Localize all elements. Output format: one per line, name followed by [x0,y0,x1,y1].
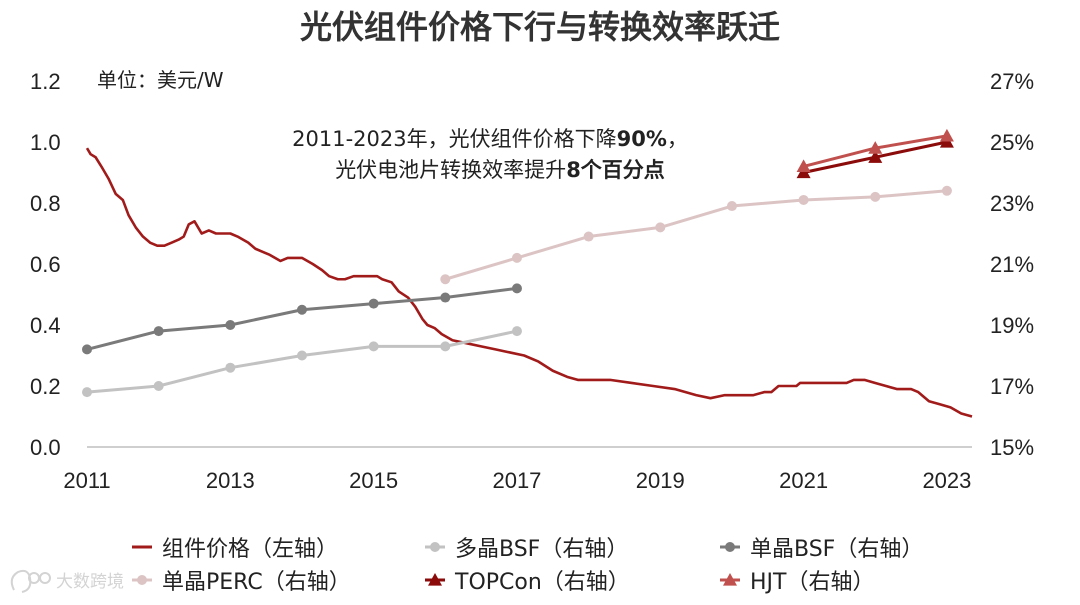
series-单晶bsf [82,283,522,355]
left-tick-label: 1.2 [30,69,61,94]
annotation-line-2: 光伏电池片转换效率提升8个百分点 [335,158,665,182]
annotation-line-1: 2011-2023年，光伏组件价格下降90%， [292,127,688,151]
data-point [82,387,92,398]
legend-marker [137,575,147,585]
data-point [82,344,92,355]
legend-label: HJT（右轴） [750,570,874,595]
data-point [368,341,379,352]
logo-icon [10,569,51,593]
series-layer [82,128,973,418]
left-axis-ticks: 0.0 0.2 0.4 0.6 0.8 1.0 1.2 [30,69,61,460]
left-tick-label: 0.4 [30,313,61,338]
data-point [225,320,236,330]
data-point [511,283,522,294]
left-tick-label: 0.8 [30,191,61,216]
data-point [583,231,594,242]
legend-label: 多晶BSF（右轴） [455,537,628,562]
watermark-text: 大数跨境 [56,572,124,592]
x-tick-label: 2015 [349,468,398,493]
data-point [440,341,451,352]
data-point [798,194,809,205]
legend-item: 单晶PERC（右轴） [132,570,351,595]
legend-marker [428,573,442,586]
annotation-line-2-bold: 8个百分点 [566,158,665,182]
series-多晶bsf [82,326,522,398]
left-tick-label: 0.6 [30,252,61,277]
right-tick-label: 27% [990,69,1034,94]
left-tick-label: 0.2 [30,374,61,399]
x-tick-label: 2021 [779,468,828,493]
annotation-line-1-bold: 90% [617,127,667,151]
right-axis-ticks: 15% 17% 19% 21% 23% 25% 27% [990,69,1034,460]
data-point [868,141,883,154]
data-point [368,298,379,309]
series-line-单晶perc [444,189,948,281]
right-tick-label: 23% [990,191,1034,216]
x-tick-label: 2023 [922,468,971,493]
data-point [296,304,307,315]
data-point [296,350,307,361]
legend-label: 组件价格（左轴） [162,537,338,562]
legend: 组件价格（左轴） 多晶BSF（右轴） 单晶BSF（右轴） 单晶PERC（右轴） TOPC… [132,537,923,595]
annotation-line-1-suffix: ， [667,127,688,151]
legend-item: 组件价格（左轴） [132,537,338,562]
legend-item: 多晶BSF（右轴） [425,537,628,562]
x-tick-label: 2019 [636,468,685,493]
data-point [939,128,954,142]
annotation-line-2-prefix: 光伏电池片转换效率提升 [335,158,566,182]
legend-label: 单晶BSF（右轴） [750,537,923,562]
right-tick-label: 25% [990,130,1034,155]
series-hjt [796,128,954,172]
data-point [870,191,881,202]
x-tick-label: 2013 [206,468,255,493]
legend-item: 单晶BSF（右轴） [720,537,923,562]
data-point [941,185,952,196]
legend-label: 单晶PERC（右轴） [162,570,351,595]
data-point [440,274,451,285]
legend-marker [723,573,737,586]
data-point [511,326,522,337]
chart-title: 光伏组件价格下行与转换效率跃迁 [300,8,780,46]
legend-marker [430,542,440,552]
data-point [225,362,236,373]
right-tick-label: 17% [990,374,1034,399]
series-line-组件价格 [85,147,973,418]
series-单晶perc [440,185,952,285]
data-point [796,159,811,172]
data-point [153,326,164,337]
series-组件价格 [85,147,973,418]
annotation-line-1-prefix: 2011-2023年，光伏组件价格下降 [292,127,616,151]
legend-label: TOPCon（右轴） [454,570,630,595]
left-tick-label: 1.0 [30,130,61,155]
data-point [153,381,164,391]
left-tick-label: 0.0 [30,435,61,460]
x-axis-ticks: 2011 2013 2015 2017 2019 2021 2023 [63,468,971,493]
x-tick-label: 2011 [63,468,110,493]
data-point [655,222,666,233]
unit-label: 单位：美元/W [97,68,224,92]
right-tick-label: 21% [990,252,1034,277]
right-tick-label: 19% [990,313,1034,338]
x-tick-label: 2017 [492,468,541,493]
data-point [511,252,522,263]
data-point [868,150,883,163]
data-point [726,201,737,212]
legend-marker [725,542,735,552]
watermark: 大数跨境 [10,569,124,593]
legend-item: HJT（右轴） [720,570,874,595]
right-tick-label: 15% [990,435,1034,460]
data-point [440,292,451,303]
legend-item: TOPCon（右轴） [425,570,630,595]
